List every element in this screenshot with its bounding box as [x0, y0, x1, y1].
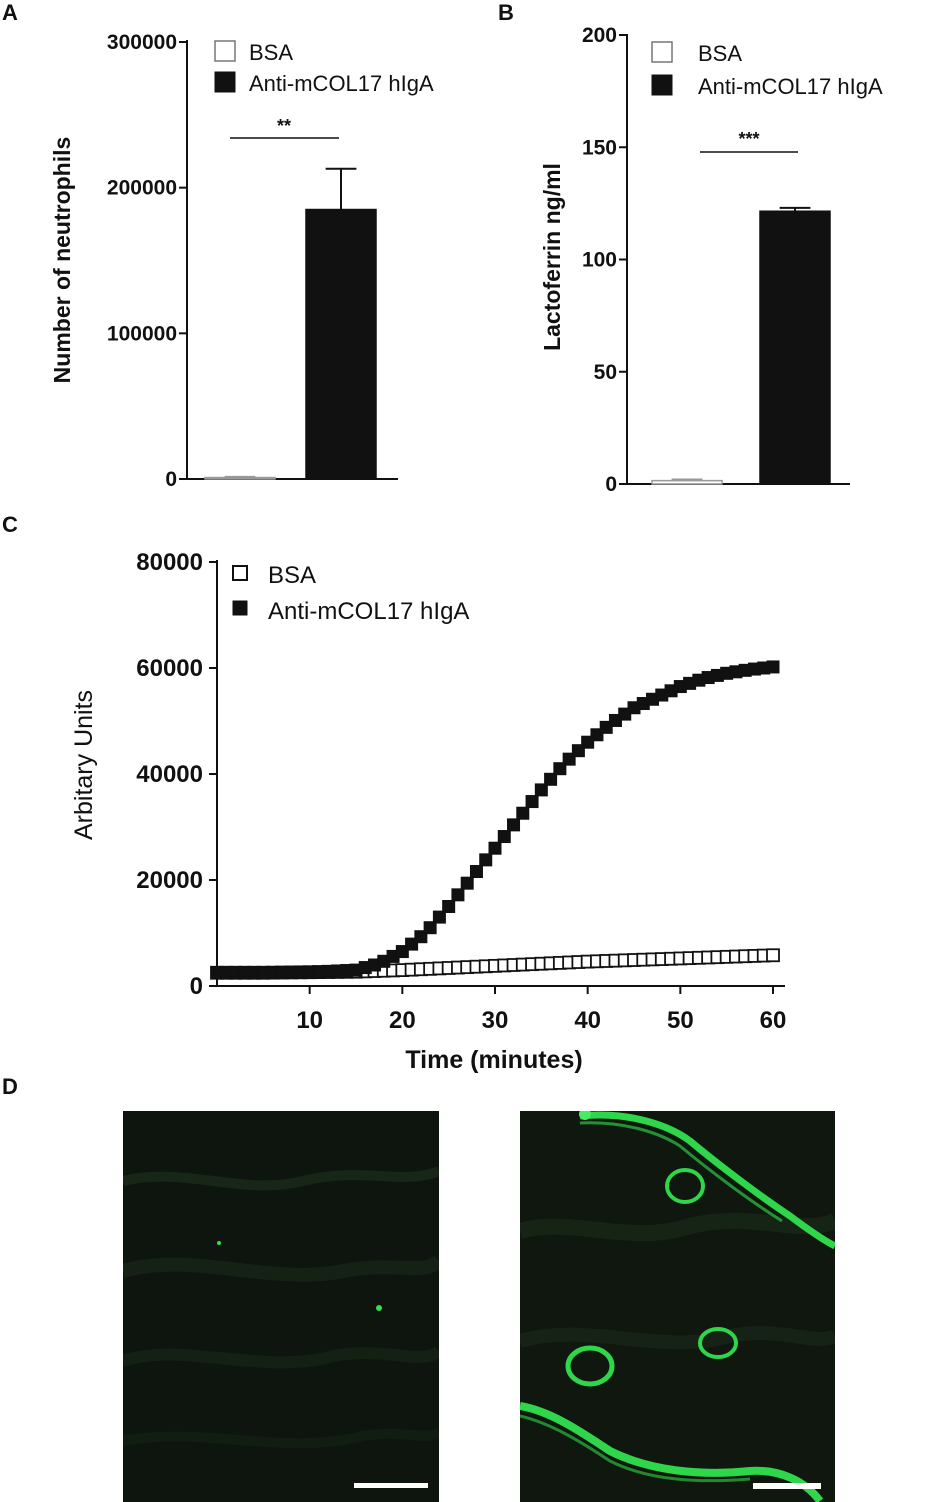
chart-a-y-tick-label: 200000	[107, 177, 177, 200]
chart-c-point-treated	[553, 762, 567, 776]
chart-c-x-tick-label: 20	[389, 1007, 416, 1034]
chart-c-point-bsa	[766, 948, 780, 963]
chart-b-y-tick-label: 200	[582, 24, 617, 47]
micrograph-treated-image	[520, 1111, 835, 1502]
chart-c-x-tick-label: 30	[482, 1007, 509, 1034]
chart-c-point-treated	[460, 876, 474, 890]
chart-b-y-axis-title: Lactoferrin ng/ml	[539, 163, 565, 351]
chart-c-x-tick-label: 10	[296, 1007, 323, 1034]
chart-b-legend-swatch-treated	[651, 74, 673, 96]
chart-a-legend-label-treated: Anti-mCOL17 hIgA	[249, 71, 434, 96]
chart-c-point-treated	[534, 783, 548, 797]
panel-label-b: B	[498, 0, 514, 25]
chart-c-y-tick-label: 60000	[136, 655, 203, 682]
chart-b-y-tick-label: 0	[605, 473, 617, 496]
chart-c-point-treated	[516, 806, 530, 820]
chart-a-significance-label: **	[277, 116, 291, 136]
chart-a-y-axis-title: Number of neutrophils	[49, 137, 75, 384]
chart-c-point-treated	[544, 772, 558, 786]
chart-c-legend-marker-treated	[232, 600, 248, 616]
chart-b-y-tick-label: 150	[582, 136, 617, 159]
chart-b-bar	[651, 479, 723, 485]
chart-c-point-treated	[432, 910, 446, 924]
chart-b-legend-swatch-bsa	[651, 41, 673, 63]
chart-c-x-axis-title: Time (minutes)	[405, 1046, 582, 1074]
chart-c-y-tick-label: 80000	[136, 549, 203, 576]
chart-b-y-tick-label: 50	[594, 361, 617, 384]
micrograph-control-image	[123, 1111, 439, 1502]
panel-label-a: A	[2, 0, 18, 25]
chart-c-point-treated	[423, 921, 437, 935]
chart-b-significance-label: ***	[738, 129, 759, 149]
chart-b-bar	[759, 210, 831, 485]
micrograph-control	[123, 1111, 439, 1502]
chart-a-legend-label-bsa: BSA	[249, 40, 293, 65]
chart-b: 0 50 100 150 200 Lactoferrin ng/ml *** BSA A…	[539, 24, 883, 496]
micrograph-treated	[520, 1111, 835, 1502]
chart-a-legend-swatch-bsa	[214, 40, 236, 62]
panel-label-d: D	[2, 1074, 18, 1099]
chart-c-point-treated	[451, 888, 465, 902]
scalebar-control	[354, 1483, 428, 1488]
chart-a-legend-swatch-treated	[214, 71, 236, 93]
panel-label-c: C	[2, 512, 18, 537]
chart-c-legend: BSA Anti-mCOL17 hIgA	[232, 562, 469, 625]
chart-c-legend-label-bsa: BSA	[268, 562, 316, 589]
chart-c: 0 20000 40000 60000 80000 10 20 30 40 50 60 Arbita…	[70, 549, 786, 1074]
chart-a: 0 100000 200000 300000 Number of neutrophil…	[49, 31, 434, 491]
chart-a-y-tick-label: 300000	[107, 31, 177, 54]
chart-c-point-treated	[497, 830, 511, 844]
chart-c-point-treated	[488, 841, 502, 855]
chart-c-legend-marker-bsa	[232, 565, 248, 581]
chart-a-legend: BSA Anti-mCOL17 hIgA	[214, 40, 434, 96]
chart-b-legend: BSA Anti-mCOL17 hIgA	[651, 41, 883, 99]
chart-a-y-tick-label: 100000	[107, 322, 177, 345]
chart-c-x-tick-label: 40	[574, 1007, 601, 1034]
chart-a-y-tick-label: 0	[165, 468, 177, 491]
chart-b-legend-label-treated: Anti-mCOL17 hIgA	[698, 74, 883, 99]
chart-c-point-treated	[442, 900, 456, 913]
chart-c-point-treated	[479, 853, 493, 867]
chart-c-y-tick-label: 20000	[136, 867, 203, 894]
chart-c-x-tick-label: 60	[760, 1007, 787, 1034]
chart-c-point-treated	[507, 818, 521, 832]
chart-a-bar	[305, 208, 377, 480]
chart-c-y-tick-label: 40000	[136, 761, 203, 788]
chart-c-point-treated	[525, 795, 539, 809]
chart-c-x-tick-label: 50	[667, 1007, 694, 1034]
chart-c-point-treated	[469, 865, 483, 879]
chart-c-point-treated	[766, 660, 780, 674]
chart-c-y-axis-title: Arbitary Units	[70, 690, 98, 840]
chart-b-y-tick-label: 100	[582, 249, 617, 272]
scalebar-treated	[753, 1483, 821, 1489]
chart-c-y-tick-label: 0	[190, 973, 203, 1000]
chart-c-legend-label-treated: Anti-mCOL17 hIgA	[268, 598, 469, 625]
chart-b-legend-label-bsa: BSA	[698, 41, 742, 66]
